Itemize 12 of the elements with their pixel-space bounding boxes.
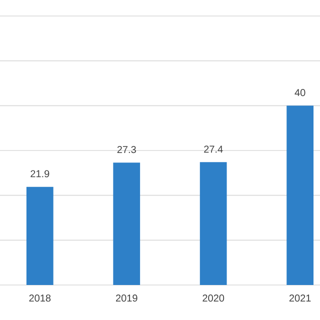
x-tick-label: 2019	[116, 294, 138, 302]
bar	[26, 186, 54, 285]
data-label: 27.4	[204, 146, 223, 153]
x-tick-label: 2021	[289, 294, 311, 302]
data-label: 40	[294, 89, 306, 96]
x-tick-label: 2020	[202, 294, 224, 302]
data-label: 27.3	[117, 146, 136, 154]
bar	[200, 162, 227, 285]
bar	[286, 106, 314, 285]
x-tick-label: 2018	[29, 294, 51, 302]
data-label: 21.9	[30, 170, 50, 178]
bar	[113, 162, 140, 285]
